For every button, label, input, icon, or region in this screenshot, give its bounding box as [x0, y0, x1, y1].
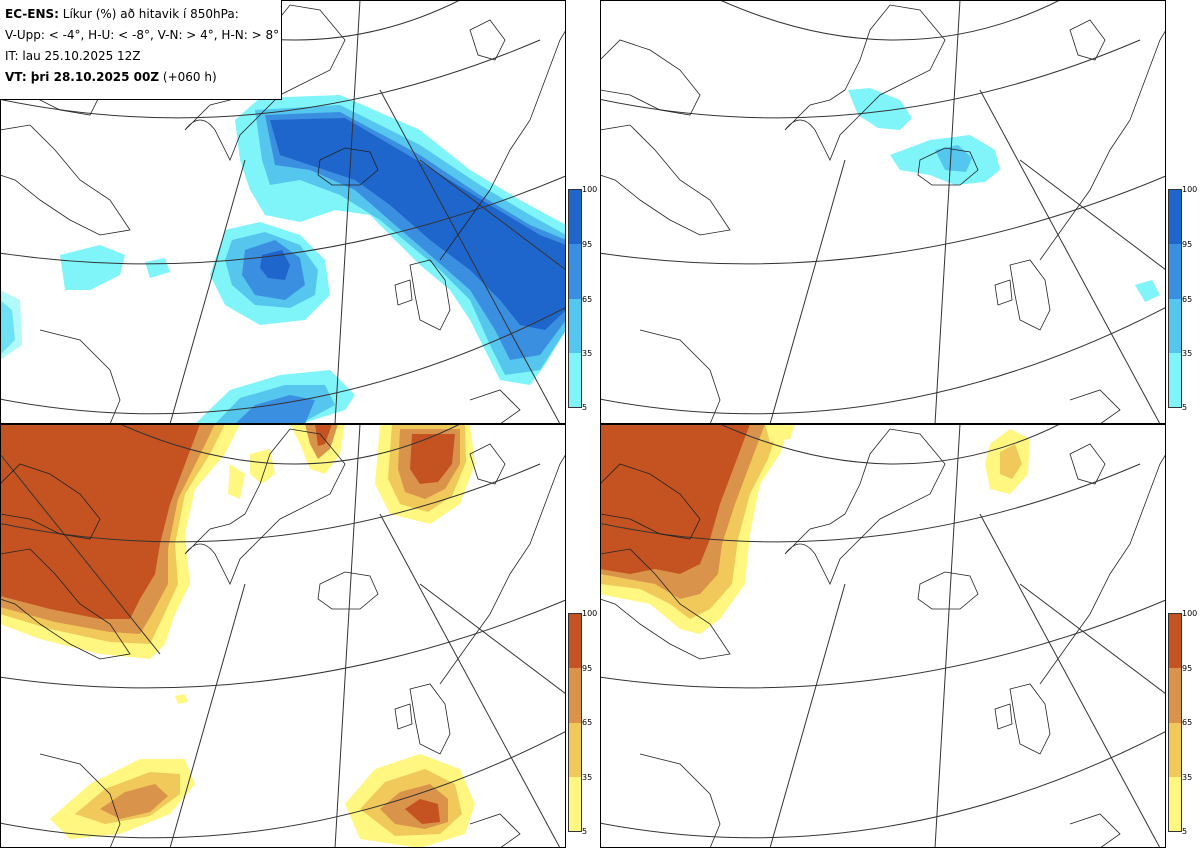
probability-fill-cold-strong — [848, 88, 1160, 302]
graticule-lines — [600, 424, 1166, 848]
title-line-2: V-Upp: < -4°, H-U: < -8°, V-N: > 4°, H-N… — [5, 28, 280, 42]
title-line-4: VT: þri 28.10.2025 00Z (+060 h) — [5, 67, 276, 88]
map-panel-cold-moderate — [0, 0, 566, 424]
colorbar-tick: 5 — [582, 827, 588, 836]
probability-fill-cold-moderate — [0, 95, 566, 424]
colorbar-tick: 5 — [1182, 827, 1188, 836]
colorbar-cold-right — [1168, 189, 1182, 408]
colorbar-tick: 95 — [582, 240, 593, 249]
colorbar-tick: 35 — [1182, 773, 1193, 782]
map-panel-cold-strong — [600, 0, 1166, 424]
map-panel-warm-strong — [600, 424, 1166, 848]
colorbar-tick: 35 — [582, 349, 593, 358]
graticule-lines — [600, 0, 1166, 424]
colorbar-tick: 95 — [1182, 664, 1193, 673]
colorbar-tick: 65 — [582, 718, 593, 727]
colorbar-tick: 100 — [1182, 185, 1198, 194]
product-description: Líkur (%) að hitavik í 850hPa: — [58, 7, 239, 21]
colorbar-warm-right — [1168, 613, 1182, 832]
coastlines — [600, 428, 1166, 848]
model-name: EC-ENS: — [5, 7, 59, 21]
colorbar-tick: 95 — [582, 664, 593, 673]
coastlines — [0, 428, 566, 848]
colorbar-tick: 5 — [582, 403, 588, 412]
colorbar-tick: 100 — [582, 609, 598, 618]
probability-fill-warm-moderate — [0, 424, 475, 848]
colorbar-tick: 100 — [582, 185, 598, 194]
valid-time: VT: þri 28.10.2025 00Z — [5, 70, 160, 84]
map-panel-warm-moderate — [0, 424, 566, 848]
colorbar-tick: 65 — [582, 295, 593, 304]
colorbar-tick: 100 — [1182, 609, 1198, 618]
colorbar-tick: 65 — [1182, 295, 1193, 304]
colorbar-tick: 95 — [1182, 240, 1193, 249]
map-title-box: EC-ENS: Líkur (%) að hitavik í 850hPa: V… — [0, 0, 282, 100]
lead-time: (+060 h) — [159, 70, 217, 84]
colorbar-warm-left — [568, 613, 582, 832]
colorbar-tick: 65 — [1182, 718, 1193, 727]
colorbar-tick: 5 — [1182, 403, 1188, 412]
probability-fill-warm-strong — [600, 424, 1030, 634]
coastlines — [600, 4, 1166, 424]
colorbar-tick: 35 — [1182, 349, 1193, 358]
colorbar-cold-left — [568, 189, 582, 408]
title-line-3: IT: lau 25.10.2025 12Z — [5, 49, 141, 63]
title-line-1: EC-ENS: Líkur (%) að hitavik í 850hPa: — [5, 4, 276, 25]
colorbar-tick: 35 — [582, 773, 593, 782]
